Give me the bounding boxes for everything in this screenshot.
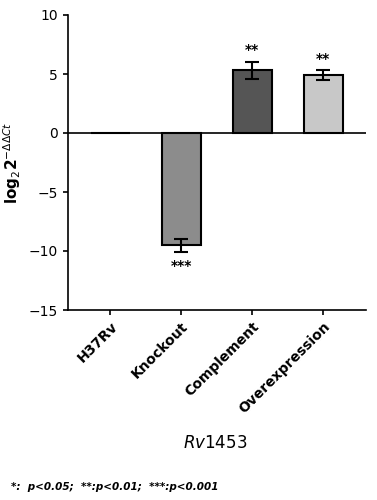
Bar [233,70,272,133]
Text: $\bf{\it{Rv1453}}$: $\bf{\it{Rv1453}}$ [183,434,247,452]
Text: *:  p<0.05;  **:p<0.01;  ***:p<0.001: *: p<0.05; **:p<0.01; ***:p<0.001 [11,482,219,492]
Bar [303,75,343,133]
Text: **: ** [316,52,330,66]
Text: **: ** [245,44,259,58]
Text: ***: *** [171,258,192,272]
Bar [162,133,201,245]
Y-axis label: log$_2$2$^{-\Delta\Delta Ct}$: log$_2$2$^{-\Delta\Delta Ct}$ [2,122,23,204]
